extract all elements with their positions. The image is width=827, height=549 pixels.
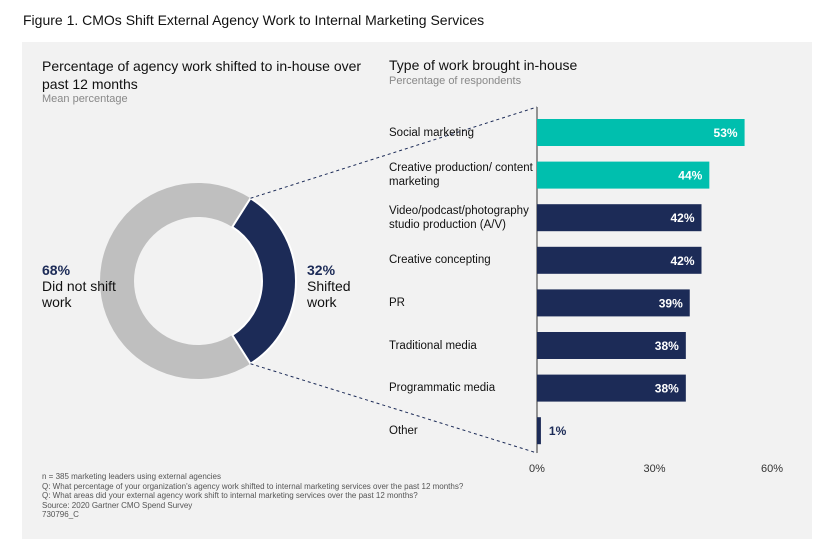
footnote-question-2: Q: What areas did your external agency w… xyxy=(42,491,418,501)
bar-category-label-0: Social marketing xyxy=(389,126,475,139)
bar-category-label-6: Programmatic media xyxy=(389,382,496,395)
bar-category-label-5: Traditional media xyxy=(389,339,477,352)
bar-4 xyxy=(537,289,690,317)
donut-chart-subtitle: Mean percentage xyxy=(42,93,128,105)
bar-category-label-2: Video/podcast/photography studio product… xyxy=(389,204,529,231)
donut-slice-shifted xyxy=(230,196,297,366)
donut-label-not-shifted: 68% Did not shift work xyxy=(42,262,122,310)
donut-label-not-shifted-pct: 68% xyxy=(42,262,71,278)
bar-value-label-2: 42% xyxy=(670,211,694,225)
x-tick-label-2: 60% xyxy=(761,463,783,475)
donut-label-not-shifted-text: Did not shift work xyxy=(42,278,116,310)
bar-2 xyxy=(537,204,702,232)
bar-value-label-5: 38% xyxy=(655,339,679,353)
bar-0 xyxy=(537,119,745,146)
donut-label-shifted-pct: 32% xyxy=(307,262,336,278)
donut-slice-not-shifted xyxy=(100,182,251,379)
donut-chart-title: Percentage of agency work shifted to in-… xyxy=(42,58,362,92)
bar-5 xyxy=(537,332,686,359)
connector-line-top xyxy=(250,106,538,199)
bar-category-label-3: Creative concepting xyxy=(389,254,491,267)
bar-category-label-4: PR xyxy=(389,296,405,309)
figure-title: Figure 1. CMOs Shift External Agency Wor… xyxy=(23,12,485,28)
bar-value-label-4: 39% xyxy=(659,296,683,310)
footnote-source: Source: 2020 Gartner CMO Spend Survey xyxy=(42,500,193,510)
footnote-sample: n = 385 marketing leaders using external… xyxy=(42,472,221,481)
bar-value-label-7: 1% xyxy=(549,424,567,438)
bar-6 xyxy=(537,374,686,402)
connector-line-bottom xyxy=(250,363,538,454)
bar-chart-title: Type of work brought in-house xyxy=(389,57,578,73)
footnote-id: 730796_C xyxy=(42,510,79,520)
donut-label-shifted: 32% Shifted work xyxy=(307,262,367,310)
bar-value-label-0: 53% xyxy=(714,126,738,140)
bar-7 xyxy=(537,417,541,445)
bar-category-label-1: Creative production/ content marketing xyxy=(389,162,533,189)
donut-label-shifted-text: Shifted work xyxy=(307,278,351,310)
footnote-question-1: Q: What percentage of your organization'… xyxy=(42,481,464,491)
bar-1 xyxy=(537,161,710,189)
bar-value-label-1: 44% xyxy=(678,169,702,183)
x-tick-label-0: 0% xyxy=(529,463,545,475)
bar-value-label-3: 42% xyxy=(670,254,694,268)
x-tick-label-1: 30% xyxy=(643,463,665,475)
footnotes: n = 385 marketing leaders using external… xyxy=(42,472,463,520)
bar-3 xyxy=(537,246,702,274)
bar-chart-subtitle: Percentage of respondents xyxy=(389,75,522,87)
bar-category-label-7: Other xyxy=(389,424,418,437)
bar-value-label-6: 38% xyxy=(655,382,679,396)
